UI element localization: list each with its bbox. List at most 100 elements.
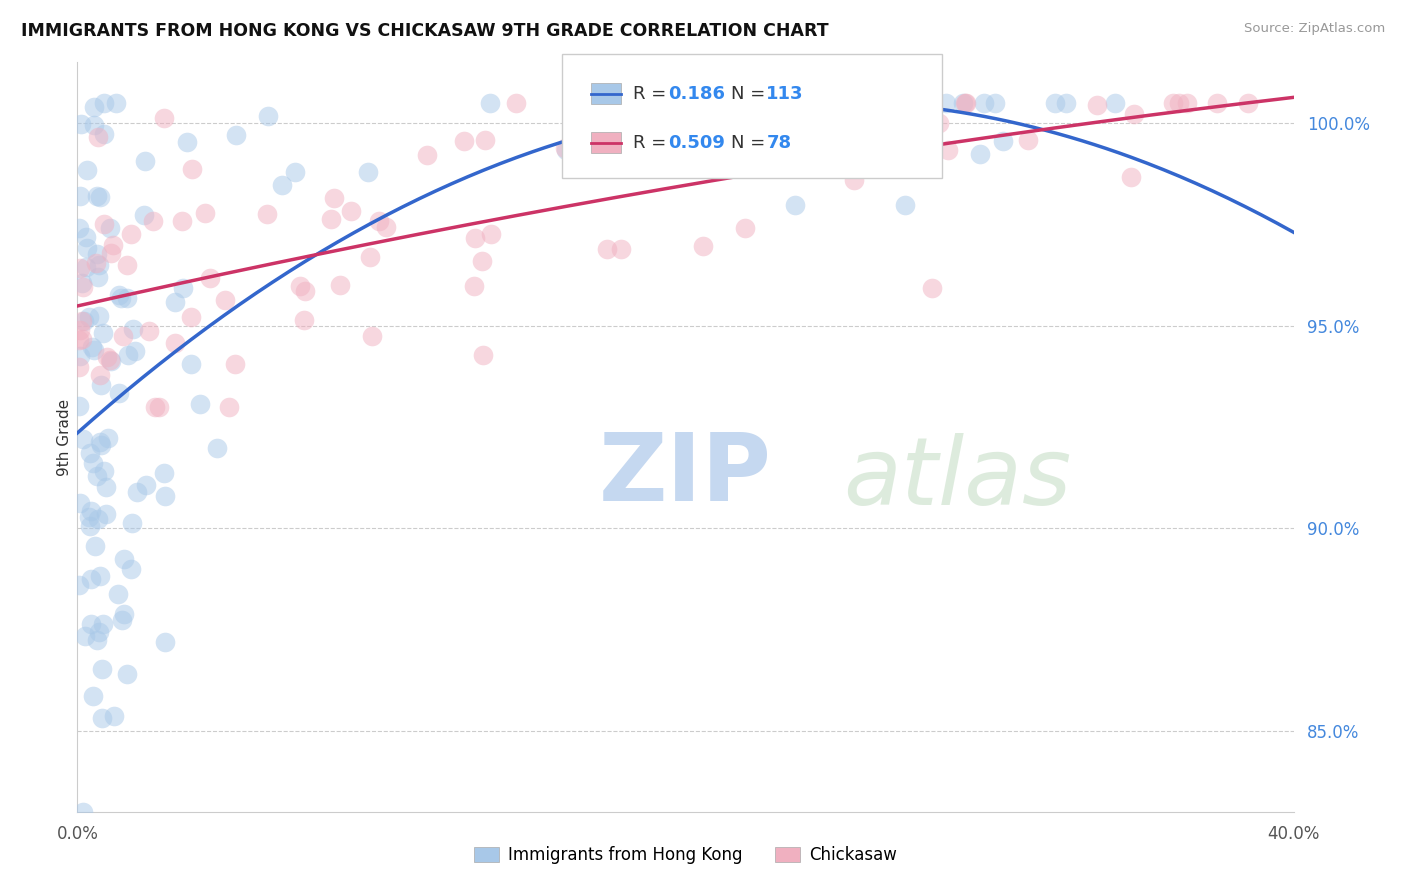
Point <box>115 258 138 272</box>
Point <box>117 348 139 362</box>
Text: 0.509: 0.509 <box>668 134 724 152</box>
Point <box>97 431 120 445</box>
Point <box>77 310 100 325</box>
Point <box>610 242 633 256</box>
Point <box>1163 95 1185 110</box>
Point <box>89 368 111 383</box>
Point <box>692 239 714 253</box>
Point <box>806 95 828 110</box>
Point <box>288 278 311 293</box>
Point <box>973 95 995 110</box>
Point <box>82 456 104 470</box>
Point <box>176 135 198 149</box>
Point <box>67 399 90 413</box>
Point <box>69 189 91 203</box>
Point <box>69 261 91 276</box>
Point <box>83 343 105 357</box>
Point <box>86 189 108 203</box>
Point <box>1043 95 1066 110</box>
Point <box>138 324 160 338</box>
Point <box>101 238 124 252</box>
Point <box>655 151 678 165</box>
Point <box>505 95 527 110</box>
Point <box>188 397 211 411</box>
Point <box>82 689 104 703</box>
Point <box>134 154 156 169</box>
Point <box>86 468 108 483</box>
Point <box>89 309 111 323</box>
Point <box>463 279 485 293</box>
Point <box>132 208 155 222</box>
Point <box>256 109 278 123</box>
Point <box>256 207 278 221</box>
Point <box>153 634 176 648</box>
Point <box>89 189 111 203</box>
Text: 0.186: 0.186 <box>668 85 725 103</box>
Point <box>198 271 221 285</box>
Point <box>67 221 90 235</box>
Point <box>108 386 131 401</box>
Point <box>955 95 977 110</box>
Point <box>1175 95 1198 110</box>
Point <box>91 326 114 341</box>
Point <box>225 128 247 142</box>
Text: ZIP: ZIP <box>599 428 772 521</box>
Point <box>112 607 135 621</box>
Point <box>86 632 108 647</box>
Point <box>112 551 135 566</box>
Point <box>86 511 108 525</box>
Point <box>89 569 111 583</box>
Point <box>163 336 186 351</box>
Point <box>984 95 1007 110</box>
Point <box>72 805 94 819</box>
Point <box>453 134 475 148</box>
Point <box>855 107 877 121</box>
Point <box>952 95 974 110</box>
Point <box>89 434 111 449</box>
Point <box>86 247 108 261</box>
Point <box>844 172 866 186</box>
Point <box>69 323 91 337</box>
Point <box>90 438 112 452</box>
Point <box>734 220 756 235</box>
Point <box>79 519 101 533</box>
Point <box>955 95 977 110</box>
Point <box>73 314 96 328</box>
Point <box>142 214 165 228</box>
Point <box>76 241 98 255</box>
Point <box>1104 95 1126 110</box>
Point <box>72 280 94 294</box>
Point <box>1167 95 1189 110</box>
Point <box>415 148 437 162</box>
Text: Source: ZipAtlas.com: Source: ZipAtlas.com <box>1244 22 1385 36</box>
Y-axis label: 9th Grade: 9th Grade <box>56 399 72 475</box>
Point <box>105 95 128 110</box>
Point <box>110 291 132 305</box>
Point <box>76 163 98 178</box>
Point <box>710 95 733 110</box>
Point <box>120 227 142 241</box>
Point <box>479 227 502 242</box>
Point <box>93 464 115 478</box>
Point <box>72 432 94 446</box>
Point <box>83 539 105 553</box>
Text: IMMIGRANTS FROM HONG KONG VS CHICKASAW 9TH GRADE CORRELATION CHART: IMMIGRANTS FROM HONG KONG VS CHICKASAW 9… <box>21 22 828 40</box>
Text: 113: 113 <box>766 85 804 103</box>
Point <box>96 350 118 364</box>
Point <box>270 178 292 192</box>
Point <box>84 256 107 270</box>
Point <box>284 165 307 179</box>
Text: atlas: atlas <box>844 433 1071 524</box>
Point <box>1206 95 1229 110</box>
Point <box>921 281 943 295</box>
Point <box>69 496 91 510</box>
Point <box>75 229 97 244</box>
Point <box>793 95 815 110</box>
Point <box>163 295 186 310</box>
Point <box>72 332 94 346</box>
Point <box>98 221 121 235</box>
Point <box>666 124 689 138</box>
Point <box>148 400 170 414</box>
Point <box>100 246 122 260</box>
Point <box>124 343 146 358</box>
